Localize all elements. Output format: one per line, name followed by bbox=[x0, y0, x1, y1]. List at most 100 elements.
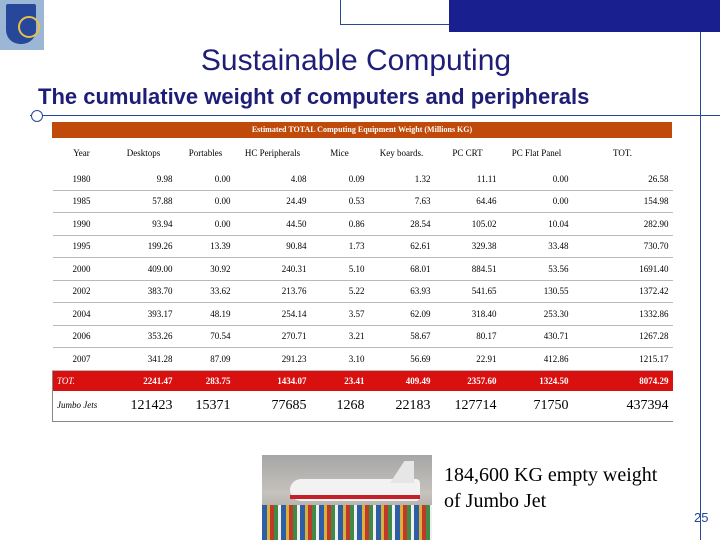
crowd-of-people bbox=[262, 505, 432, 540]
value-cell: 57.88 bbox=[110, 190, 177, 213]
slide-subtitle: The cumulative weight of computers and p… bbox=[38, 84, 590, 109]
value-cell: 5.22 bbox=[310, 280, 369, 303]
col-header: Year bbox=[73, 148, 90, 158]
value-cell: 26.58 bbox=[572, 168, 673, 191]
year-cell: 2002 bbox=[52, 280, 111, 303]
decorative-header-bar bbox=[449, 0, 720, 32]
value-cell: 53.56 bbox=[500, 257, 573, 281]
value-cell: 24.49 bbox=[234, 190, 311, 213]
value-cell: 0.86 bbox=[310, 212, 369, 236]
decorative-circle-icon bbox=[31, 110, 43, 122]
table-row: 1985 57.88 0.00 24.49 0.53 7.63 64.46 0.00 154.9… bbox=[52, 190, 673, 213]
value-cell: 409.49 bbox=[368, 370, 435, 391]
table-row: 1995 199.26 13.39 90.84 1.73 62.61 329.38 33.48… bbox=[52, 235, 673, 258]
value-cell: 730.70 bbox=[572, 235, 673, 258]
value-cell: 270.71 bbox=[234, 325, 311, 348]
value-cell: 282.90 bbox=[572, 212, 673, 236]
year-cell: 2006 bbox=[52, 325, 111, 348]
value-cell: 1215.17 bbox=[572, 347, 673, 371]
value-cell: 56.69 bbox=[368, 347, 435, 371]
value-cell: 48.19 bbox=[176, 302, 235, 326]
value-cell: 44.50 bbox=[234, 212, 311, 236]
value-cell: 33.62 bbox=[176, 280, 235, 303]
table-row: 1990 93.94 0.00 44.50 0.86 28.54 105.02 10.04 28… bbox=[52, 212, 673, 236]
value-cell: 71750 bbox=[500, 390, 573, 422]
value-cell: 130.55 bbox=[500, 280, 573, 303]
value-cell: 3.57 bbox=[310, 302, 369, 326]
table-row: 2004 393.17 48.19 254.14 3.57 62.09 318.40 253.… bbox=[52, 302, 673, 326]
row-label: TOT. bbox=[52, 370, 111, 391]
value-cell: 58.67 bbox=[368, 325, 435, 348]
value-cell: 9.98 bbox=[110, 168, 177, 191]
value-cell: 240.31 bbox=[234, 257, 311, 281]
value-cell: 253.30 bbox=[500, 302, 573, 326]
value-cell: 105.02 bbox=[434, 212, 501, 236]
value-cell: 1324.50 bbox=[500, 370, 573, 391]
value-cell: 884.51 bbox=[434, 257, 501, 281]
value-cell: 0.09 bbox=[310, 168, 369, 191]
value-cell: 393.17 bbox=[110, 302, 177, 326]
row-label: Jumbo Jets bbox=[52, 390, 111, 422]
value-cell: 63.93 bbox=[368, 280, 435, 303]
total-row: TOT. 2241.47 283.75 1434.07 23.41 409.49 2357.… bbox=[52, 370, 673, 391]
value-cell: 291.23 bbox=[234, 347, 311, 371]
value-cell: 341.28 bbox=[110, 347, 177, 371]
col-header: PC CRT bbox=[452, 148, 483, 158]
value-cell: 3.10 bbox=[310, 347, 369, 371]
jumbo-note-line2: of Jumbo Jet bbox=[444, 490, 547, 512]
table-row: 2006 353.26 70.54 270.71 3.21 58.67 80.17 430.7… bbox=[52, 325, 673, 348]
value-cell: 353.26 bbox=[110, 325, 177, 348]
value-cell: 0.00 bbox=[500, 168, 573, 191]
year-cell: 2007 bbox=[52, 347, 111, 371]
value-cell: 430.71 bbox=[500, 325, 573, 348]
university-crest-logo bbox=[0, 0, 44, 50]
decorative-horizontal-line bbox=[30, 115, 720, 116]
value-cell: 2357.60 bbox=[434, 370, 501, 391]
value-cell: 0.00 bbox=[500, 190, 573, 213]
year-cell: 1995 bbox=[52, 235, 111, 258]
year-cell: 2004 bbox=[52, 302, 111, 326]
value-cell: 0.00 bbox=[176, 168, 235, 191]
table-row: 2007 341.28 87.09 291.23 3.10 56.69 22.91 412.8… bbox=[52, 347, 673, 371]
value-cell: 1691.40 bbox=[572, 257, 673, 281]
value-cell: 62.09 bbox=[368, 302, 435, 326]
table-row: 2000 409.00 30.92 240.31 5.10 68.01 884.51 53.5… bbox=[52, 257, 673, 281]
year-cell: 2000 bbox=[52, 257, 111, 281]
value-cell: 318.40 bbox=[434, 302, 501, 326]
value-cell: 2241.47 bbox=[110, 370, 177, 391]
col-header: TOT. bbox=[613, 148, 632, 158]
value-cell: 541.65 bbox=[434, 280, 501, 303]
year-cell: 1990 bbox=[52, 212, 111, 236]
value-cell: 80.17 bbox=[434, 325, 501, 348]
value-cell: 437394 bbox=[572, 390, 673, 422]
value-cell: 15371 bbox=[176, 390, 235, 422]
value-cell: 383.70 bbox=[110, 280, 177, 303]
col-header: Desktops bbox=[126, 148, 161, 158]
value-cell: 213.76 bbox=[234, 280, 311, 303]
value-cell: 0.53 bbox=[310, 190, 369, 213]
value-cell: 329.38 bbox=[434, 235, 501, 258]
decorative-vertical-line bbox=[700, 32, 701, 540]
page-number: 25 bbox=[694, 510, 709, 525]
jumbo-jet-weight-note: 184,600 KG empty weight of Jumbo Jet bbox=[444, 462, 657, 514]
col-header: Mice bbox=[330, 148, 349, 158]
weight-table: Estimated TOTAL Computing Equipment Weig… bbox=[52, 122, 673, 422]
col-header: PC Flat Panel bbox=[511, 148, 562, 158]
value-cell: 0.00 bbox=[176, 190, 235, 213]
value-cell: 5.10 bbox=[310, 257, 369, 281]
aircraft-tail-icon bbox=[390, 461, 414, 483]
value-cell: 87.09 bbox=[176, 347, 235, 371]
value-cell: 68.01 bbox=[368, 257, 435, 281]
value-cell: 283.75 bbox=[176, 370, 235, 391]
table-row: 2002 383.70 33.62 213.76 5.22 63.93 541.65 130.… bbox=[52, 280, 673, 303]
value-cell: 90.84 bbox=[234, 235, 311, 258]
value-cell: 13.39 bbox=[176, 235, 235, 258]
value-cell: 30.92 bbox=[176, 257, 235, 281]
value-cell: 154.98 bbox=[572, 190, 673, 213]
value-cell: 70.54 bbox=[176, 325, 235, 348]
value-cell: 121423 bbox=[110, 390, 177, 422]
value-cell: 1.32 bbox=[368, 168, 435, 191]
value-cell: 11.11 bbox=[434, 168, 501, 191]
value-cell: 1332.86 bbox=[572, 302, 673, 326]
value-cell: 3.21 bbox=[310, 325, 369, 348]
